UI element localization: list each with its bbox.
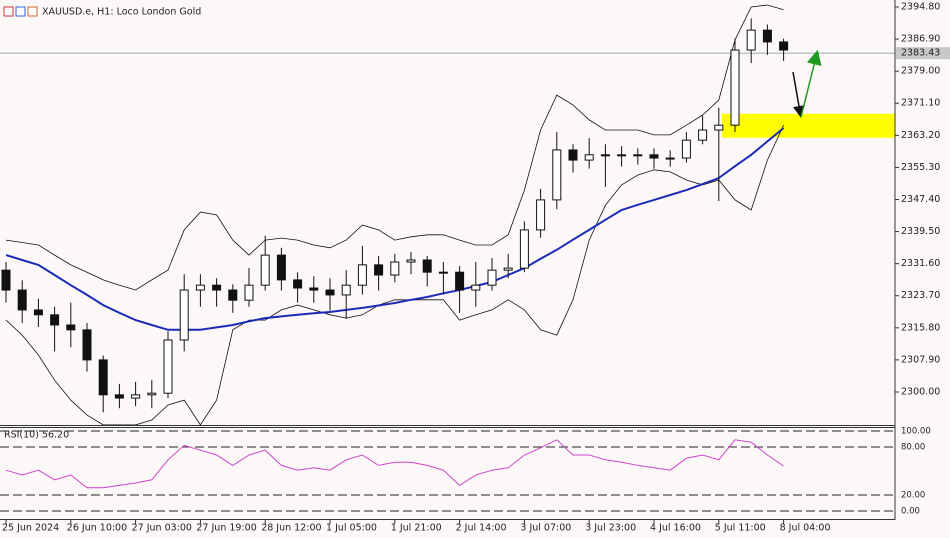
x-tick-label: 5 Jul 11:00 (715, 523, 766, 534)
candle-body (131, 394, 141, 399)
x-tick-label: 3 Jul 07:00 (520, 523, 571, 534)
candle-body (649, 154, 659, 159)
icon (3, 6, 14, 17)
candle-body (487, 269, 497, 286)
x-tick-label: 8 Jul 04:00 (780, 523, 831, 534)
y-tick-label: 2386.90 (901, 34, 940, 45)
x-tick-label: 2 Jul 14:00 (456, 523, 507, 534)
candle-body (98, 359, 108, 396)
icon (27, 6, 38, 17)
y-tick-label: 2323.70 (901, 290, 940, 301)
icon (15, 6, 26, 17)
y-tick-label: 2331.60 (901, 258, 940, 269)
candle-body (600, 154, 610, 157)
arrow-up (800, 49, 822, 118)
y-tick-label: 2339.50 (901, 226, 940, 237)
candle-body (260, 254, 270, 286)
candle-body (195, 284, 205, 291)
candle-body (519, 229, 529, 269)
candle-body (698, 129, 708, 141)
y-tick-label: 2363.20 (901, 130, 940, 141)
candle-body (244, 284, 254, 301)
candle-body (50, 314, 60, 326)
x-tick-label: 1 Jul 21:00 (391, 523, 442, 534)
x-tick-label: 27 Jun 03:00 (132, 523, 192, 534)
candle-body (681, 139, 691, 159)
candle-body (33, 309, 43, 316)
candle-body (746, 29, 756, 51)
candle-body (568, 149, 578, 161)
candle-body (714, 124, 724, 131)
candle-body (471, 284, 481, 291)
y-tick-label: 2315.80 (901, 322, 940, 333)
candle-body (147, 392, 157, 396)
last-price-label: 2383.43 (901, 48, 940, 59)
x-tick-label: 27 Jun 19:00 (196, 523, 256, 534)
rsi-tick-label: 80.00 (901, 443, 925, 453)
rsi-tick-label: 0.00 (901, 507, 920, 517)
rsi-title: RSI(10) 56.20 (4, 430, 69, 441)
candle-body (1, 269, 11, 291)
candle-body (309, 287, 319, 291)
candle-body (730, 49, 740, 126)
candle-body (633, 154, 643, 157)
highlight-zone (722, 113, 895, 138)
x-tick-label: 3 Jul 23:00 (585, 523, 636, 534)
candle-body (228, 289, 238, 301)
candle-body (163, 339, 173, 394)
candle-body (82, 329, 92, 361)
candle-body (503, 267, 513, 271)
candle-body (665, 157, 675, 160)
chart-title: XAUUSD.e, H1: Loco London Gold (42, 7, 201, 18)
y-tick-label: 2371.10 (901, 98, 940, 109)
bollinger-upper (5, 4, 784, 291)
arrow-down (792, 71, 805, 118)
candle-body (357, 264, 367, 286)
candle-body (325, 289, 335, 296)
moving-average (5, 127, 785, 331)
y-tick-label: 2347.40 (901, 194, 940, 205)
y-tick-label: 2300.00 (901, 386, 940, 397)
x-tick-label: 4 Jul 16:00 (650, 523, 701, 534)
candle-body (552, 149, 562, 201)
x-tick-label: 26 Jun 10:00 (67, 523, 127, 534)
x-tick-label: 28 Jun 12:00 (261, 523, 321, 534)
rsi-tick-label: 20.00 (901, 491, 925, 501)
bollinger-lower (5, 125, 784, 425)
rsi-line (5, 439, 784, 489)
candle-body (293, 279, 303, 289)
candle-body (212, 284, 222, 291)
x-tick-label: 25 Jun 2024 (2, 523, 59, 534)
y-tick-label: 2307.90 (901, 354, 940, 365)
candle-body (66, 324, 76, 331)
rsi-pane (0, 430, 895, 512)
candle-body (276, 254, 286, 281)
candle-body (179, 289, 189, 341)
candle-body (422, 259, 432, 273)
y-tick-label: 2355.30 (901, 162, 940, 173)
candle-body (341, 284, 351, 296)
last-price-box (896, 47, 950, 60)
candle-body (762, 29, 772, 43)
candle-body (374, 264, 384, 276)
rsi-tick-label: 100.00 (901, 427, 931, 437)
price-pane (0, 4, 895, 425)
candle-body (617, 154, 627, 157)
y-tick-label: 2379.00 (901, 66, 940, 77)
candle-body (17, 289, 27, 311)
candle-body (536, 199, 546, 231)
candle-body (779, 41, 789, 51)
y-tick-label: 2394.80 (901, 1, 940, 12)
x-tick-label: 1 Jul 05:00 (326, 523, 377, 534)
candle-body (438, 271, 448, 274)
candle-body (584, 154, 594, 161)
candle-body (455, 271, 465, 291)
candle-body (114, 394, 124, 399)
candle-body (406, 259, 416, 263)
candle-body (390, 261, 400, 276)
